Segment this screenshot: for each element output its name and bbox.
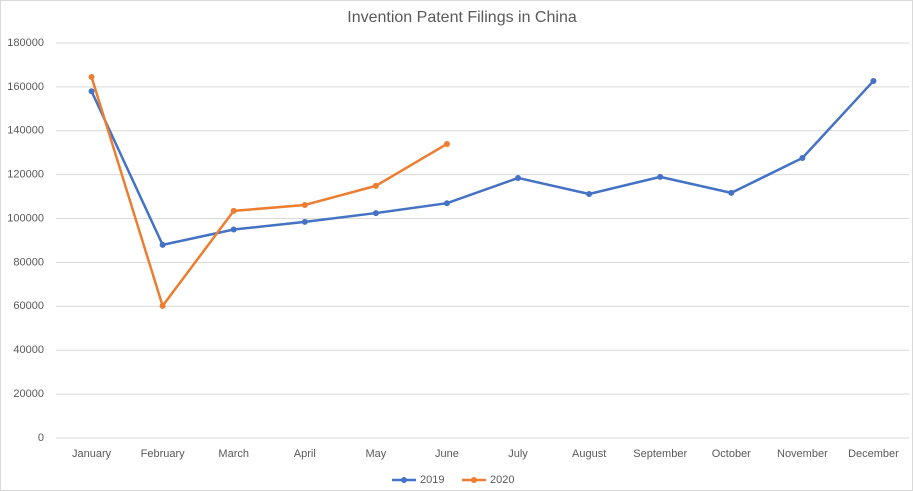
y-tick-label: 180000: [7, 37, 44, 49]
data-point: [88, 88, 95, 95]
y-tick-label: 40000: [13, 344, 44, 356]
x-tick-label: November: [777, 448, 828, 460]
legend-label: 2019: [420, 474, 444, 486]
data-point: [88, 74, 95, 81]
x-tick-label: June: [435, 448, 459, 460]
data-point: [159, 302, 166, 309]
y-tick-label: 60000: [13, 300, 44, 312]
x-tick-label: September: [633, 448, 687, 460]
x-tick-label: February: [141, 448, 186, 460]
legend-label: 2020: [490, 474, 514, 486]
data-point: [515, 174, 522, 181]
data-point: [443, 200, 450, 207]
x-tick-label: March: [218, 448, 249, 460]
data-point: [159, 241, 166, 248]
y-tick-label: 140000: [7, 125, 44, 137]
chart-title: Invention Patent Filings in China: [347, 9, 577, 26]
data-point: [230, 226, 237, 233]
data-point: [870, 77, 877, 84]
data-point: [728, 189, 735, 196]
data-point: [443, 140, 450, 147]
x-tick-label: April: [294, 448, 316, 460]
y-tick-label: 120000: [7, 169, 44, 181]
y-tick-label: 0: [38, 432, 44, 444]
data-point: [799, 154, 806, 161]
data-point: [301, 201, 308, 208]
x-tick-label: July: [508, 448, 528, 460]
y-tick-label: 80000: [13, 256, 44, 268]
y-tick-label: 100000: [7, 212, 44, 224]
x-tick-label: August: [572, 448, 606, 460]
x-tick-label: October: [712, 448, 751, 460]
y-tick-label: 160000: [7, 81, 44, 93]
data-point: [586, 190, 593, 197]
data-point: [657, 173, 664, 180]
data-point: [372, 210, 379, 217]
series-line: [90, 80, 875, 247]
x-tick-label: May: [365, 448, 386, 460]
x-tick-label: December: [848, 448, 899, 460]
legend-marker: [471, 477, 477, 483]
series-line: [90, 76, 448, 308]
y-tick-label: 20000: [13, 388, 44, 400]
legend-marker: [401, 477, 407, 483]
data-point: [301, 218, 308, 225]
data-point: [372, 182, 379, 189]
x-tick-label: January: [72, 448, 112, 460]
data-point: [230, 207, 237, 214]
